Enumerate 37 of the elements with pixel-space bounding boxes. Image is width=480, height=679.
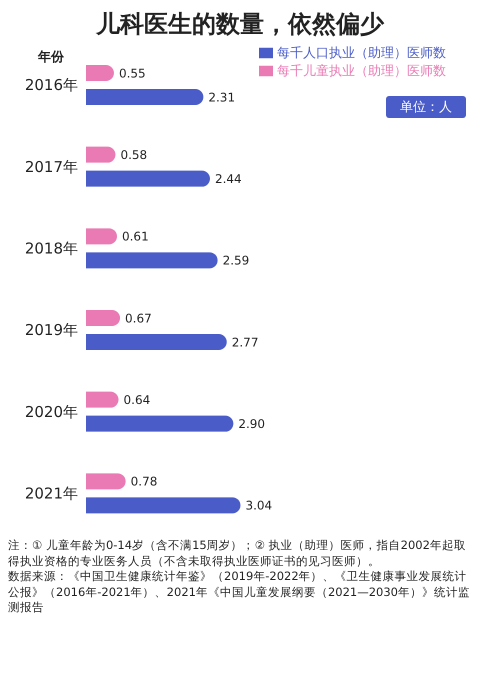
data-label: 0.61 — [122, 230, 149, 244]
data-label: 2.44 — [214, 172, 242, 186]
data-label: 0.58 — [120, 148, 148, 162]
y-tick-label: 2017年 — [24, 158, 78, 176]
y-tick-label: 2019年 — [24, 321, 78, 340]
data-label: 0.55 — [118, 66, 146, 80]
y-tick-label: 2021年 — [24, 484, 78, 502]
data-label: 2.59 — [222, 254, 250, 268]
y-axis-title: 年份 — [38, 49, 64, 66]
bar — [86, 89, 204, 105]
bar — [86, 65, 114, 81]
legend-label: 每千人口执业（助理）医师数 — [277, 46, 446, 61]
text: 单位：人 — [386, 96, 466, 118]
data-label: 0.67 — [125, 311, 152, 326]
data-label: 0.78 — [130, 474, 158, 489]
data-label: 3.04 — [245, 498, 272, 513]
bar — [86, 416, 234, 432]
bar — [86, 228, 117, 244]
data-label: 2.77 — [232, 335, 258, 350]
bar — [86, 310, 120, 326]
bar — [86, 392, 119, 408]
bar — [86, 334, 227, 350]
bar — [86, 473, 126, 490]
data-label: 0.64 — [124, 392, 150, 407]
data-label: 2.31 — [208, 90, 236, 104]
chart-title: 儿科医生的数量，依然偏少 — [94, 9, 386, 40]
source-note: 数据来源：《中国卫生健康统计年鉴》（2019年-2022年）、《卫生健康事业发展统计公报》（2016年-2021年）、2021年《中国儿童发展纲要（2021—2030年）》统计监测报告 — [8, 569, 471, 616]
bar — [86, 497, 240, 514]
bar — [86, 252, 218, 268]
y-tick-label: 2018年 — [24, 239, 78, 258]
data-label: 2.90 — [238, 416, 266, 431]
bar — [86, 170, 210, 187]
y-tick-label: 2016年 — [24, 76, 78, 94]
bar — [86, 146, 116, 163]
legend-label: 每千儿童执业（助理）医师数 — [277, 64, 446, 79]
y-tick-label: 2020年 — [24, 402, 78, 421]
text: 注：① 儿童年龄为0-14岁（含不满15周岁）；② 执业（助理）医师，指自2002年起取得执业资格的专业医务人员（不含未取得执业医师证书的见习医师）。 — [8, 538, 467, 570]
